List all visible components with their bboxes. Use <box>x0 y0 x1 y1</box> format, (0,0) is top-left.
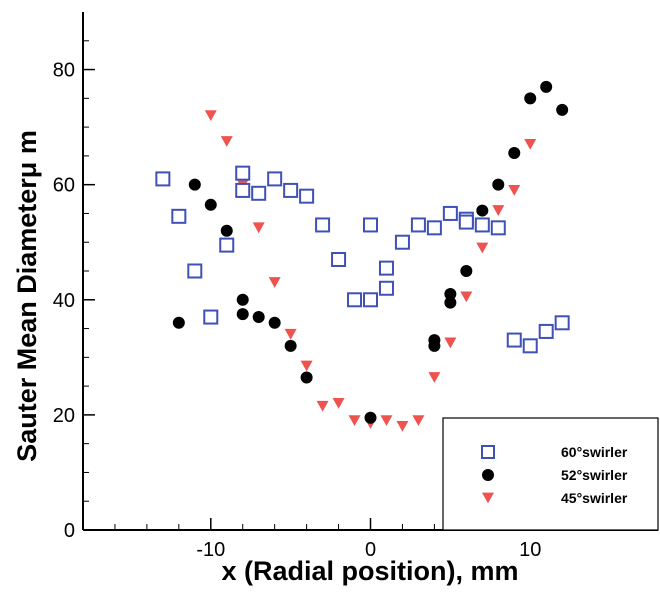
data-point <box>460 265 473 277</box>
legend-label: 52°swirler <box>561 467 628 483</box>
data-point <box>412 415 425 427</box>
data-point <box>283 182 299 198</box>
data-point <box>396 421 409 432</box>
data-point <box>460 291 473 303</box>
x-axis-label: x (Radial position), mm <box>221 556 518 586</box>
data-point <box>347 292 363 308</box>
axes: -10 0 10 0 20 40 60 80 <box>53 12 658 561</box>
data-point <box>172 316 185 329</box>
data-point <box>235 182 251 198</box>
data-point <box>284 339 297 352</box>
data-point <box>378 260 394 276</box>
data-point <box>364 411 377 424</box>
data-point <box>204 198 217 211</box>
data-point <box>394 234 410 250</box>
data-point <box>236 293 249 306</box>
data-point <box>252 311 265 324</box>
data-point <box>363 217 378 233</box>
data-point <box>235 165 251 181</box>
data-point <box>442 205 458 221</box>
data-point <box>410 217 426 233</box>
data-point <box>348 415 361 427</box>
data-point <box>363 292 378 308</box>
data-point <box>187 263 203 279</box>
data-point <box>522 338 538 354</box>
data-point <box>474 217 490 233</box>
data-point <box>444 288 457 301</box>
legend-marker <box>482 492 494 504</box>
data-point <box>220 136 233 147</box>
data-point <box>171 208 187 224</box>
data-point <box>426 220 442 236</box>
data-point <box>299 188 315 204</box>
data-point <box>315 217 331 233</box>
data-point <box>300 360 313 372</box>
data-point <box>444 337 457 349</box>
data-point <box>268 277 281 288</box>
data-point <box>332 397 345 409</box>
data-point <box>284 328 297 340</box>
data-point <box>492 205 505 216</box>
y-tick-label: 80 <box>53 60 75 82</box>
data-point <box>476 204 489 217</box>
data-points <box>155 80 570 432</box>
data-point <box>506 332 522 348</box>
data-point <box>476 242 489 254</box>
legend-marker <box>482 469 494 481</box>
data-point <box>490 220 506 236</box>
legend-label: 60°swirler <box>561 444 628 460</box>
data-point <box>508 147 521 160</box>
data-point <box>188 178 201 191</box>
data-point <box>554 315 570 331</box>
data-point <box>524 138 537 150</box>
data-point <box>428 372 441 383</box>
data-point <box>220 224 233 237</box>
y-tick-label: 20 <box>53 405 75 427</box>
data-point <box>378 280 394 296</box>
legend-box <box>442 417 659 531</box>
data-point <box>204 110 217 121</box>
x-tick-label: 10 <box>519 539 541 561</box>
data-point <box>267 171 283 187</box>
data-point <box>428 339 441 352</box>
data-point <box>236 308 249 321</box>
y-axis-label: Sauter Mean Diameterμ m <box>12 130 42 462</box>
y-tick-label: 40 <box>53 290 75 312</box>
data-point <box>331 251 347 267</box>
data-point <box>556 103 569 116</box>
data-point <box>219 237 235 253</box>
data-point <box>524 92 537 105</box>
data-point <box>492 178 505 191</box>
data-point <box>316 400 329 412</box>
data-point <box>444 296 457 309</box>
data-point <box>458 214 474 230</box>
data-point <box>155 171 171 187</box>
y-tick-label: 60 <box>53 175 75 197</box>
y-tick-label: 0 <box>64 520 75 542</box>
data-point <box>538 323 554 339</box>
legend-label: 45°swirler <box>561 490 628 506</box>
data-point <box>252 222 265 234</box>
x-tick-label: -10 <box>196 539 225 561</box>
data-point <box>300 371 313 384</box>
legend: 60°swirler 52°swirler 45°swirler <box>442 417 659 531</box>
data-point <box>251 185 267 201</box>
data-point <box>540 80 553 93</box>
data-point <box>203 309 219 325</box>
data-point <box>508 185 521 196</box>
data-point <box>268 316 281 329</box>
data-point <box>380 415 393 427</box>
x-tick-label: 0 <box>365 539 376 561</box>
legend-marker <box>481 445 495 459</box>
